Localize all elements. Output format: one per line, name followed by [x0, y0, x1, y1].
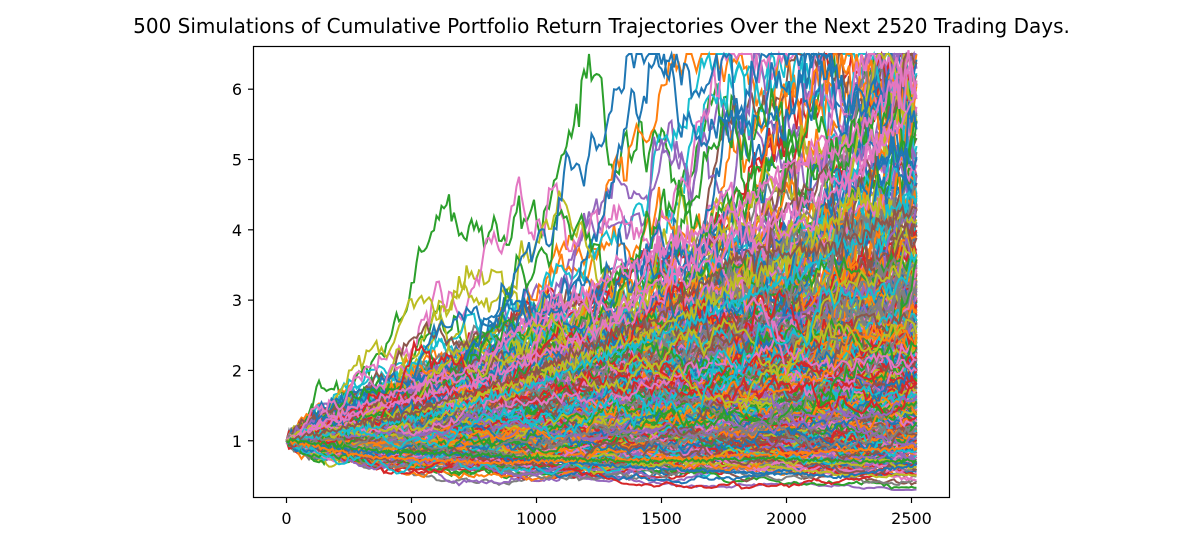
simulation-line [286, 418, 918, 464]
simulation-line-highlight [285, 203, 918, 444]
simulation-line-highlight [286, 50, 917, 441]
simulation-line-highlight [285, 90, 918, 445]
x-tick-label: 500 [396, 509, 427, 528]
y-tick-label: 3 [232, 291, 242, 310]
y-tick-label: 5 [232, 151, 242, 170]
x-tick-label: 1500 [641, 509, 682, 528]
x-tick-label: 2000 [766, 509, 807, 528]
simulation-line [286, 52, 918, 442]
simulation-line [285, 400, 917, 460]
x-tick-label: 0 [281, 509, 291, 528]
simulation-line-highlight [286, 437, 917, 465]
simulation-line [286, 250, 918, 450]
simulation-line-highlight [285, 186, 917, 444]
y-tick-label: 2 [232, 361, 242, 380]
simulation-line [285, 428, 917, 490]
x-tick-label: 2500 [891, 509, 932, 528]
y-tick-label: 6 [232, 80, 242, 99]
y-tick-label: 4 [232, 221, 242, 240]
simulation-line [285, 434, 917, 479]
simulation-line [286, 394, 918, 443]
simulation-line [285, 225, 917, 444]
simulation-lines [285, 50, 918, 492]
x-tick-label: 1000 [516, 509, 557, 528]
simulation-line [286, 424, 917, 468]
axes: 0 500 1000 1500 2000 2500 1 2 3 4 5 6 [232, 80, 932, 528]
simulation-line [285, 59, 918, 442]
y-tick-label: 1 [232, 432, 242, 451]
plot-frame [252, 45, 951, 499]
chart-title: 500 Simulations of Cumulative Portfolio … [133, 14, 1070, 38]
simulation-line-highlight [285, 190, 918, 445]
simulation-line [286, 335, 918, 442]
